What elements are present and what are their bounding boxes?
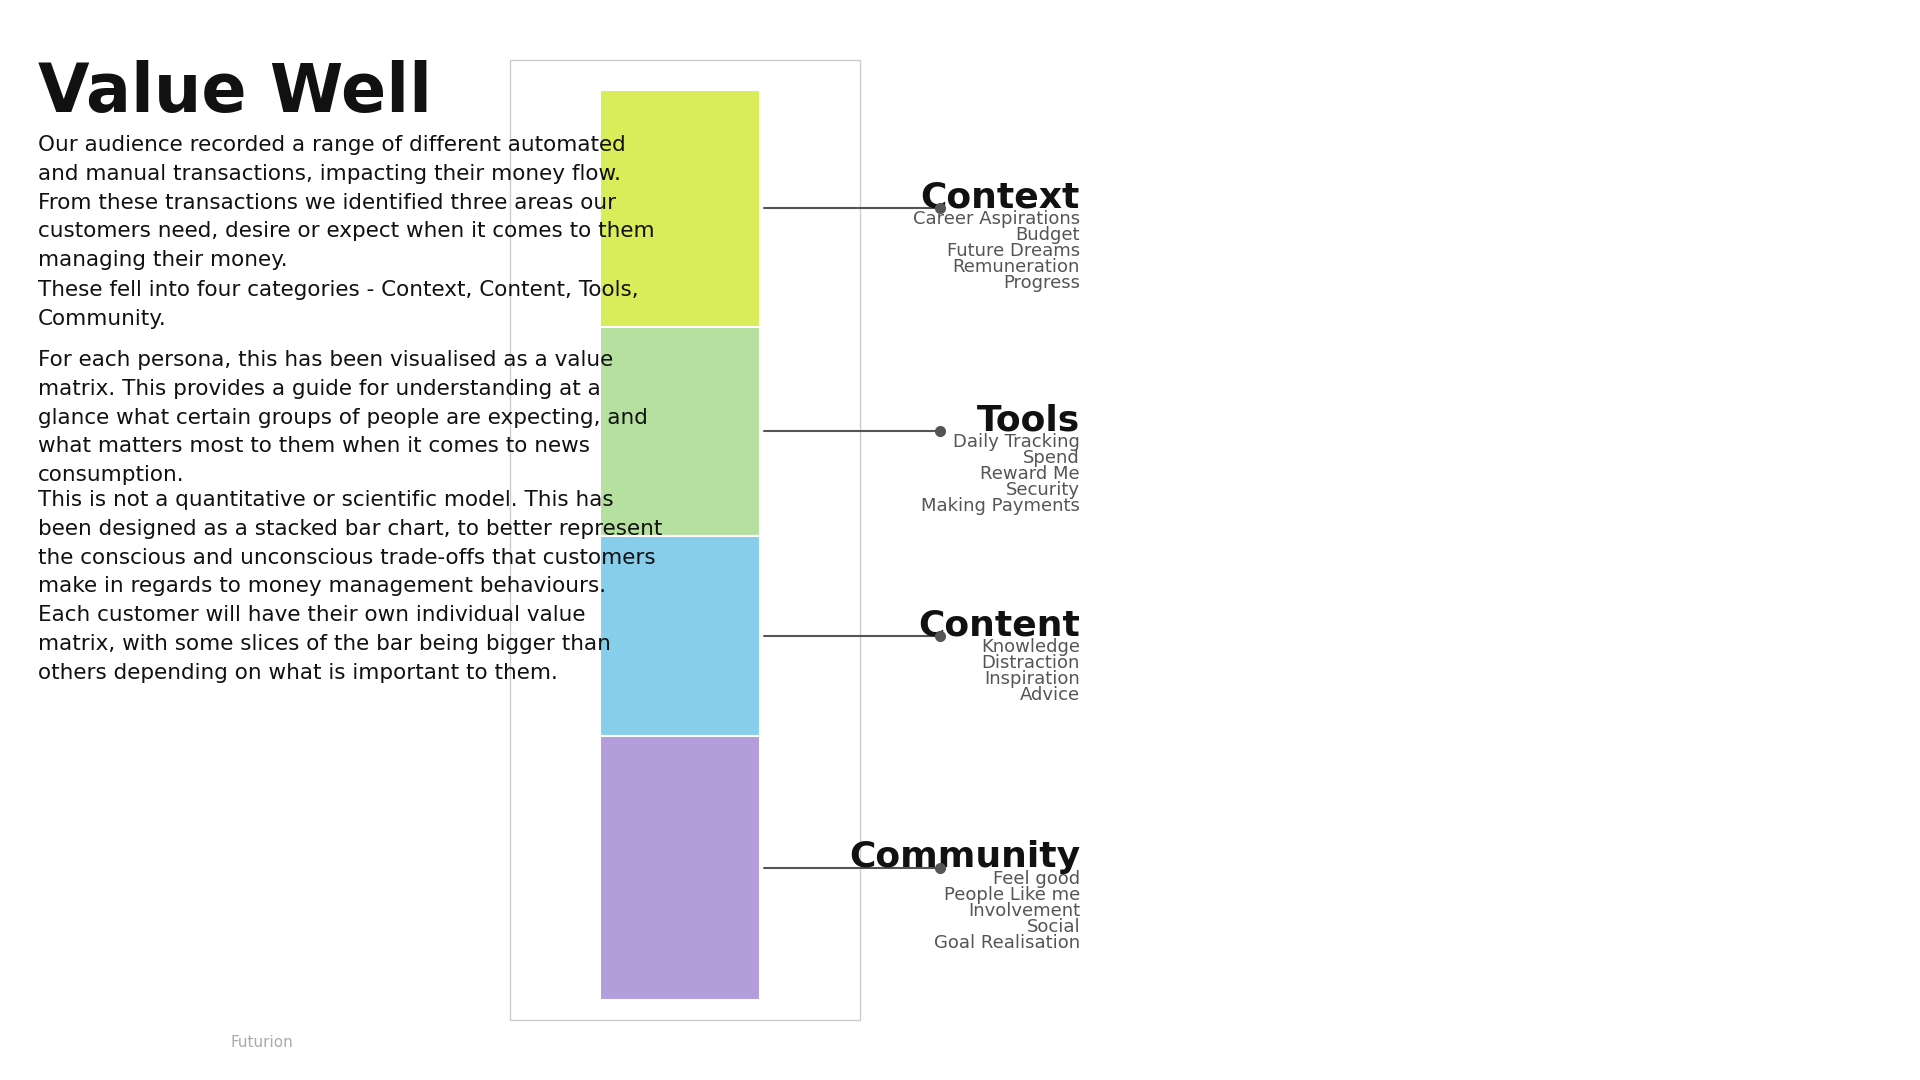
Text: Our audience recorded a range of different automated
and manual transactions, im: Our audience recorded a range of differe… bbox=[38, 135, 655, 270]
Text: Community: Community bbox=[849, 840, 1079, 874]
Bar bbox=[599, 536, 760, 737]
Text: Distraction: Distraction bbox=[981, 654, 1079, 672]
Text: Progress: Progress bbox=[1002, 274, 1079, 293]
Text: Context: Context bbox=[920, 180, 1079, 214]
Text: For each persona, this has been visualised as a value
matrix. This provides a gu: For each persona, this has been visualis… bbox=[38, 350, 647, 485]
Text: Security: Security bbox=[1006, 482, 1079, 499]
Text: This is not a quantitative or scientific model. This has
been designed as a stac: This is not a quantitative or scientific… bbox=[38, 490, 662, 683]
Text: These fell into four categories - Context, Content, Tools,
Community.: These fell into four categories - Contex… bbox=[38, 280, 639, 328]
Text: Budget: Budget bbox=[1016, 227, 1079, 244]
Text: Spend: Spend bbox=[1023, 449, 1079, 468]
Bar bbox=[599, 326, 760, 536]
Text: Remuneration: Remuneration bbox=[952, 258, 1079, 276]
Text: Future Dreams: Future Dreams bbox=[947, 242, 1079, 260]
Bar bbox=[511, 60, 860, 1020]
Bar bbox=[599, 90, 760, 326]
Text: Daily Tracking: Daily Tracking bbox=[952, 433, 1079, 451]
Text: Content: Content bbox=[918, 608, 1079, 642]
Text: Inspiration: Inspiration bbox=[985, 670, 1079, 688]
Text: Advice: Advice bbox=[1020, 686, 1079, 704]
Text: Making Payments: Making Payments bbox=[922, 497, 1079, 515]
Text: People Like me: People Like me bbox=[945, 886, 1079, 904]
Text: Goal Realisation: Goal Realisation bbox=[933, 934, 1079, 953]
Text: Social: Social bbox=[1027, 918, 1079, 936]
Text: Involvement: Involvement bbox=[968, 902, 1079, 920]
Text: Feel good: Feel good bbox=[993, 870, 1079, 888]
Bar bbox=[599, 737, 760, 1000]
Text: Value Well: Value Well bbox=[38, 60, 432, 126]
Text: Career Aspirations: Career Aspirations bbox=[912, 211, 1079, 228]
Text: Futurion: Futurion bbox=[230, 1035, 292, 1050]
Text: Reward Me: Reward Me bbox=[981, 465, 1079, 483]
Text: Tools: Tools bbox=[977, 403, 1079, 437]
Text: Knowledge: Knowledge bbox=[981, 638, 1079, 656]
